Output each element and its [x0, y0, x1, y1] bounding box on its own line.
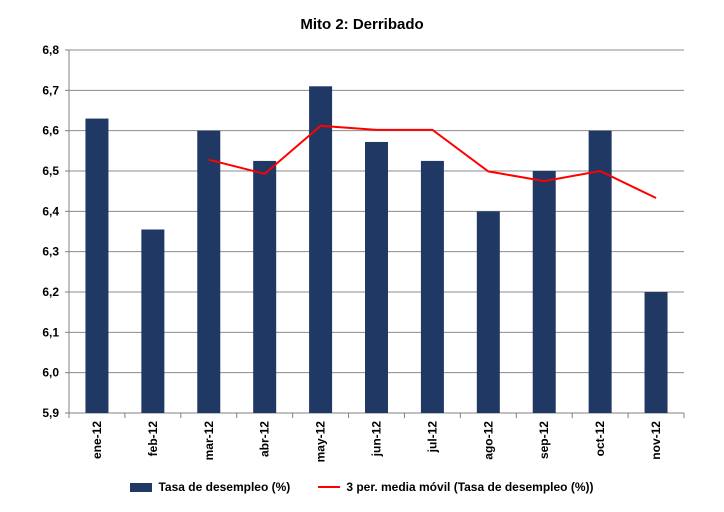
- y-tick-label: 6,2: [42, 285, 59, 299]
- x-tick-label: oct-12: [593, 421, 607, 457]
- bar: [644, 292, 668, 413]
- legend-label-line: 3 per. media móvil (Tasa de desempleo (%…: [346, 480, 594, 494]
- bar: [365, 141, 388, 413]
- legend-swatch-bar: [130, 482, 153, 492]
- legend-item-bar: Tasa de desempleo (%): [130, 480, 290, 494]
- legend-label-bar: Tasa de desempleo (%): [158, 480, 291, 494]
- y-tick-label: 6,3: [42, 245, 59, 259]
- x-tick-label: abr-12: [258, 421, 272, 457]
- x-tick-label: feb-12: [146, 421, 160, 457]
- legend-item-line: 3 per. media móvil (Tasa de desempleo (%…: [318, 480, 594, 494]
- y-tick-label: 6,1: [42, 325, 59, 339]
- bar: [309, 86, 333, 414]
- chart-title: Mito 2: Derribado: [300, 16, 424, 33]
- y-tick-label: 6,5: [42, 164, 59, 178]
- x-tick-label: sep-12: [537, 421, 551, 459]
- y-tick-label: 5,9: [42, 406, 59, 420]
- bar: [141, 229, 165, 413]
- y-tick-label: 6,0: [42, 366, 59, 380]
- bar: [476, 211, 500, 413]
- x-tick-label: may-12: [314, 421, 328, 463]
- y-tick-label: 6,7: [42, 83, 59, 97]
- y-tick-label: 6,8: [42, 43, 59, 57]
- x-tick-label: ago-12: [481, 421, 495, 460]
- y-tick-label: 6,6: [42, 124, 59, 138]
- x-tick-label: mar-12: [202, 421, 216, 461]
- legend-swatch-line: [318, 486, 341, 488]
- x-tick-label: jul-12: [425, 421, 439, 454]
- bar: [532, 171, 556, 413]
- bar: [85, 118, 109, 414]
- bar: [420, 160, 444, 413]
- bar: [197, 130, 221, 413]
- series-line: [208, 124, 657, 199]
- bar: [253, 160, 277, 413]
- x-tick-label: jun-12: [370, 421, 384, 458]
- bar: [588, 130, 612, 413]
- legend: Tasa de desempleo (%) 3 per. media móvil…: [0, 480, 724, 494]
- x-tick-label: nov-12: [649, 421, 663, 460]
- y-tick-label: 6,4: [42, 204, 59, 218]
- x-tick-label: ene-12: [90, 421, 104, 459]
